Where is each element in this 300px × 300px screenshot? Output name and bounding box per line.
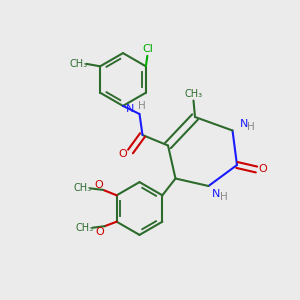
Text: CH₃: CH₃: [76, 223, 94, 233]
Text: CH₃: CH₃: [74, 183, 92, 194]
Text: H: H: [220, 192, 227, 203]
Text: H: H: [247, 122, 255, 133]
Text: N: N: [212, 189, 220, 200]
Text: O: O: [118, 149, 127, 159]
Text: Cl: Cl: [142, 44, 153, 54]
Text: O: O: [94, 179, 103, 190]
Text: H: H: [138, 100, 146, 111]
Text: N: N: [126, 103, 135, 114]
Text: CH₃: CH₃: [69, 59, 87, 69]
Text: N: N: [240, 119, 248, 129]
Text: CH₃: CH₃: [184, 89, 202, 99]
Text: O: O: [259, 164, 268, 175]
Text: O: O: [96, 226, 104, 237]
